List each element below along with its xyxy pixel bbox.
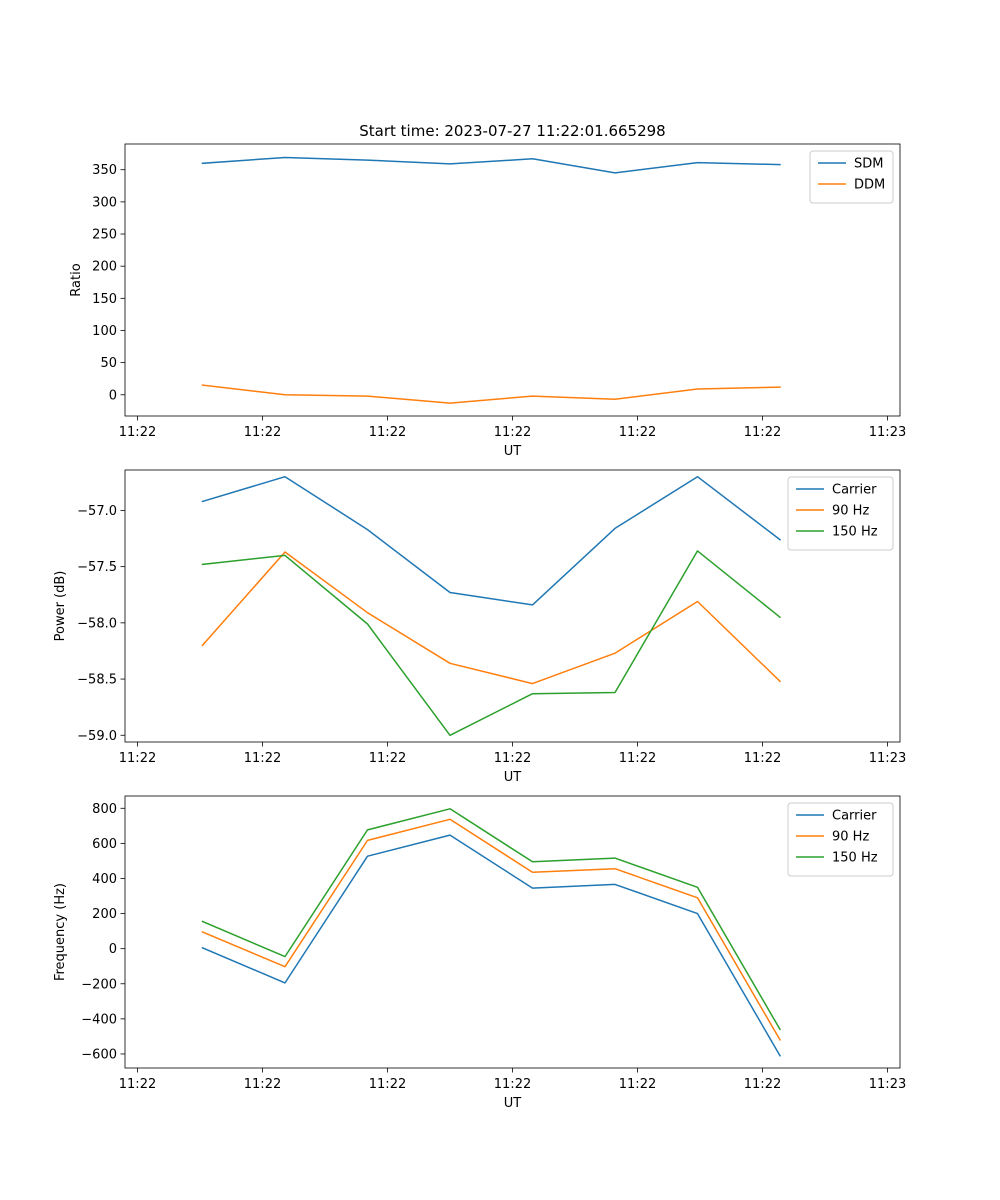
series-line-carrier — [201, 475, 782, 606]
y-tick-label: −57.5 — [77, 560, 117, 575]
y-tick-label: −57.0 — [77, 504, 117, 519]
legend: Carrier 90 Hz 150 Hz — [787, 476, 894, 551]
x-tick-label: 11:22 — [744, 425, 781, 440]
y-tick-label: 400 — [92, 872, 117, 887]
y-axis-label: Power (dB) — [53, 571, 68, 642]
x-tick-label: 11:22 — [369, 1077, 406, 1092]
legend-box — [809, 150, 894, 204]
y-tick-label: 600 — [92, 837, 117, 852]
plot-frame — [124, 143, 901, 417]
y-tick-label: −600 — [81, 1047, 117, 1062]
plot-frame — [124, 469, 901, 743]
legend-label: 150 Hz — [832, 851, 878, 866]
legend: SDM DDM — [809, 150, 894, 204]
x-tick-label: 11:22 — [494, 1077, 531, 1092]
y-tick-label: 100 — [92, 324, 117, 339]
y-tick-label: −59.0 — [77, 729, 117, 744]
y-tick-label: 150 — [92, 292, 117, 307]
y-tick-label: −200 — [81, 977, 117, 992]
legend-label: 150 Hz — [832, 525, 878, 540]
x-tick-label: 11:22 — [119, 1077, 156, 1092]
x-tick-label: 11:22 — [744, 1077, 781, 1092]
plot-frame — [124, 795, 901, 1069]
legend-label: SDM — [854, 157, 883, 172]
x-tick-label: 11:22 — [369, 425, 406, 440]
y-tick-label: −58.0 — [77, 616, 117, 631]
y-tick-label: 350 — [92, 163, 117, 178]
x-tick-label: 11:22 — [619, 425, 656, 440]
x-tick-label: 11:22 — [244, 751, 281, 766]
y-tick-label: 800 — [92, 802, 117, 817]
x-tick-label: 11:22 — [619, 751, 656, 766]
series-line-150-hz — [201, 550, 782, 737]
x-tick-label: 11:22 — [244, 425, 281, 440]
subplot-1: 11:22 11:22 11:22 11:22 11:22 11:22 11:23 0 50 10… — [69, 122, 906, 459]
subplot-2: 11:22 11:22 11:22 11:22 11:22 11:22 11:23 −59.0… — [53, 469, 906, 785]
series-line-150-hz — [201, 808, 782, 1031]
series-line-sdm — [201, 156, 781, 174]
legend: Carrier 90 Hz 150 Hz — [787, 802, 894, 877]
x-tick-label: 11:23 — [869, 751, 906, 766]
x-tick-label: 11:22 — [619, 1077, 656, 1092]
x-tick-label: 11:23 — [869, 1077, 906, 1092]
series-line-carrier — [201, 834, 782, 1057]
x-tick-label: 11:22 — [369, 751, 406, 766]
x-tick-label: 11:22 — [744, 751, 781, 766]
series-line-90-hz — [201, 551, 782, 685]
y-tick-label: 250 — [92, 228, 117, 243]
subplot-3: 11:22 11:22 11:22 11:22 11:22 11:22 11:23 −600 −… — [53, 795, 906, 1111]
x-axis-label: UT — [504, 1096, 522, 1111]
x-tick-label: 11:22 — [494, 425, 531, 440]
legend-label: DDM — [854, 178, 885, 193]
series-line-ddm — [201, 384, 781, 404]
y-tick-label: −58.5 — [77, 673, 117, 688]
y-tick-label: 300 — [92, 195, 117, 210]
x-tick-label: 11:22 — [119, 425, 156, 440]
x-tick-label: 11:22 — [119, 751, 156, 766]
x-tick-label: 11:22 — [494, 751, 531, 766]
x-tick-label: 11:23 — [869, 425, 906, 440]
y-tick-label: 200 — [92, 907, 117, 922]
legend-label: Carrier — [832, 809, 877, 824]
x-tick-label: 11:22 — [244, 1077, 281, 1092]
series-line-90-hz — [201, 818, 782, 1041]
y-tick-label: 50 — [100, 356, 117, 371]
y-tick-label: −400 — [81, 1012, 117, 1027]
legend-label: Carrier — [832, 483, 877, 498]
y-axis-label: Frequency (Hz) — [53, 883, 68, 981]
legend-label: 90 Hz — [832, 830, 869, 845]
y-axis-label: Ratio — [69, 263, 84, 296]
x-axis-label: UT — [504, 770, 522, 785]
y-tick-label: 0 — [109, 942, 117, 957]
chart-title: Start time: 2023-07-27 11:22:01.665298 — [359, 122, 665, 140]
x-axis-label: UT — [504, 444, 522, 459]
legend-label: 90 Hz — [832, 504, 869, 519]
y-tick-label: 0 — [109, 388, 117, 403]
y-tick-label: 200 — [92, 260, 117, 275]
